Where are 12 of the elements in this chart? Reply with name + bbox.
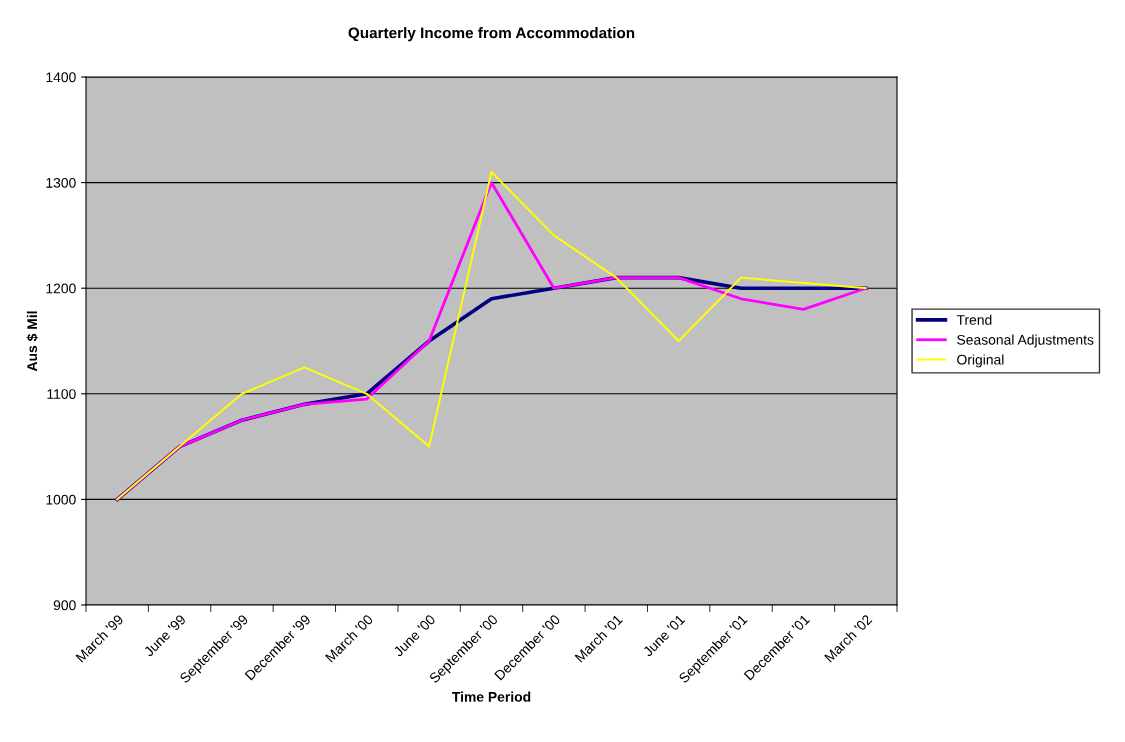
y-axis-title: Aus $ Mil — [26, 311, 38, 372]
y-tick-label: 1200 — [46, 283, 76, 294]
x-axis-title: Time Period — [452, 691, 531, 702]
legend-label: Original — [957, 354, 1004, 368]
y-tick-label: 1100 — [47, 389, 76, 399]
legend-label: Trend — [956, 314, 992, 325]
chart-title: Quarterly Income from Accommodation — [348, 27, 635, 42]
y-tick-label: 1400 — [46, 72, 76, 83]
legend-label: Seasonal Adjustments — [957, 334, 1094, 348]
y-tick-label: 1300 — [46, 177, 76, 188]
y-tick-label: 900 — [53, 600, 76, 611]
y-tick-label: 1000 — [46, 494, 76, 505]
